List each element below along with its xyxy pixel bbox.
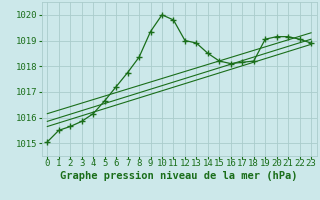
X-axis label: Graphe pression niveau de la mer (hPa): Graphe pression niveau de la mer (hPa): [60, 171, 298, 181]
